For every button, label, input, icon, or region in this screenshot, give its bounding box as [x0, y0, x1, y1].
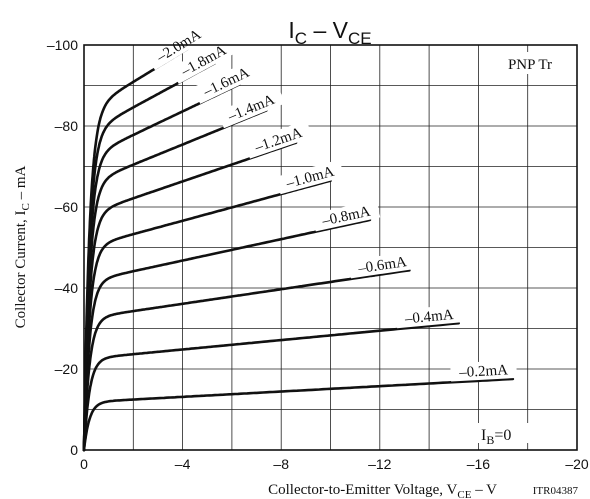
x-tick-label: 0 — [80, 456, 88, 472]
curve-label: –1.4mA — [225, 92, 277, 126]
ib0-label-bg — [476, 423, 542, 443]
x-axis-label: Collector-to-Emitter Voltage, VCE – V — [268, 482, 497, 499]
curve-ib — [82, 218, 372, 452]
curve-ib — [82, 141, 298, 452]
curve-label: –0.6mA — [356, 254, 408, 277]
curve-label: –0.4mA — [403, 307, 454, 328]
curve-label: –1.2mA — [252, 125, 304, 156]
curve-label-bg — [348, 250, 417, 279]
curve-label-bg — [217, 86, 286, 129]
curve-label-bg — [244, 120, 313, 159]
curve-labels: –0.2mA–0.4mA–0.6mA–0.8mA–1.0mA–1.2mA–1.4… — [145, 20, 518, 382]
x-tick-label: –12 — [368, 456, 392, 472]
y-tick-label: –20 — [55, 361, 79, 377]
ib0-label: IB=0 — [481, 427, 511, 447]
grid — [84, 45, 577, 450]
curve-label: –0.2mA — [458, 362, 509, 381]
curve-label: –1.6mA — [200, 65, 252, 101]
curve-label-bg — [275, 159, 345, 195]
curve-ib — [82, 377, 515, 452]
curve-label-bg — [192, 59, 260, 104]
curve-ib — [82, 47, 189, 452]
curve-label-bg — [311, 199, 381, 232]
y-tick-label: –100 — [47, 37, 78, 53]
y-tick-label: –80 — [55, 118, 79, 134]
x-tick-label: –4 — [175, 456, 191, 472]
plot-frame — [83, 44, 578, 451]
pnp-label-bg — [490, 52, 572, 74]
curve-label-bg — [450, 359, 518, 382]
pnp-label: PNP Tr — [508, 57, 552, 73]
curve-ib — [82, 321, 460, 452]
x-tick-label: –8 — [273, 456, 289, 472]
curve-label-bg — [395, 304, 463, 329]
y-tick-label: 0 — [70, 442, 78, 458]
y-tick-label: –60 — [55, 199, 79, 215]
figure-code: ITR04387 — [533, 485, 579, 497]
x-tick-label: –16 — [467, 456, 491, 472]
curves — [82, 47, 515, 452]
y-axis-label: Collector Current, IC – mA — [13, 165, 32, 328]
x-tick-label: –20 — [565, 456, 589, 472]
curve-label-bg — [170, 36, 237, 84]
chart-title: IC – VCE — [288, 17, 371, 48]
y-tick-label: –40 — [55, 280, 79, 296]
curve-ib — [82, 269, 411, 452]
tick-labels: 0 –4 –8 –12 –16 –20 0 –20 –40 –60 –80 –100 — [47, 37, 589, 472]
